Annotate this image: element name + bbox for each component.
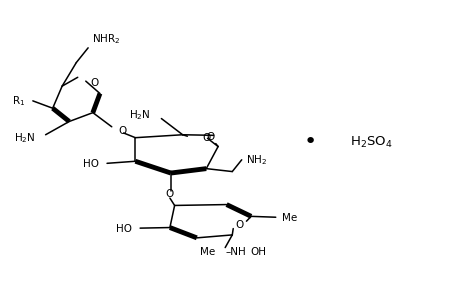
Text: HO: HO <box>83 159 99 169</box>
Text: H$_2$N: H$_2$N <box>14 131 35 144</box>
Text: NHR$_2$: NHR$_2$ <box>92 33 120 46</box>
Text: •: • <box>304 132 317 152</box>
Text: Me: Me <box>201 247 216 257</box>
Text: H$_2$N: H$_2$N <box>129 109 151 123</box>
Text: O: O <box>118 126 126 136</box>
Text: O: O <box>90 78 98 88</box>
Text: O: O <box>202 133 210 143</box>
Text: O: O <box>236 220 244 230</box>
Text: O: O <box>207 132 215 142</box>
Text: H$_2$SO$_4$: H$_2$SO$_4$ <box>350 135 393 150</box>
Text: OH: OH <box>250 247 266 257</box>
Text: HO: HO <box>116 224 132 234</box>
Text: Me: Me <box>282 213 297 223</box>
Text: O: O <box>166 189 174 199</box>
Text: NH$_2$: NH$_2$ <box>246 153 268 167</box>
Text: R$_1$: R$_1$ <box>12 94 25 108</box>
Text: –NH: –NH <box>225 247 246 257</box>
